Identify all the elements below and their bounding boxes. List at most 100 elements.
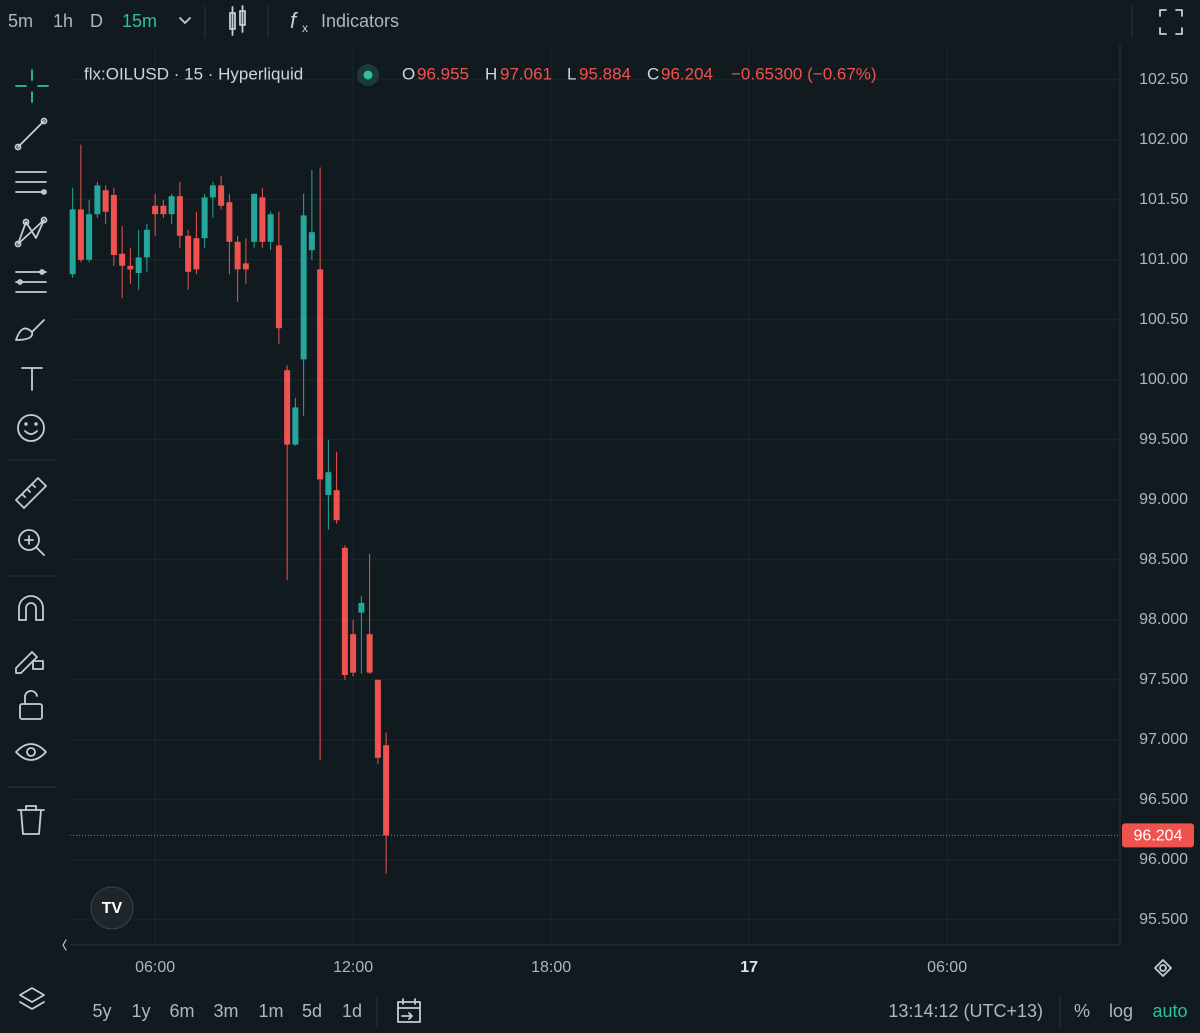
x-tick-label: 12:00 [333,959,373,976]
clock[interactable]: 13:14:12 (UTC+13) [888,1001,1043,1021]
fx-icon[interactable]: f [290,8,299,33]
range[interactable]: 6m [169,1001,194,1021]
candle-body [69,209,76,275]
scale-option[interactable]: log [1109,1001,1133,1021]
x-tick-label: 06:00 [135,959,175,976]
candle-body [383,745,390,836]
y-tick-label: 101.50 [1139,191,1188,208]
ohlc-value: 97.061 [500,64,552,83]
ohlc-value: 96.955 [417,64,469,83]
collapse-icon[interactable] [62,939,67,951]
candle-body [292,407,299,445]
candle-body [176,196,183,236]
candle-body [251,193,258,242]
candle-body [242,263,249,270]
candle-body [201,197,208,239]
candle-body [341,547,348,675]
candle-body [350,634,357,673]
change: −0.65300 (−0.67%) [731,64,877,83]
settings-icon[interactable] [1154,959,1172,977]
timeframe-active[interactable]: 15m [122,11,157,31]
candle-body [234,241,241,270]
timeframe[interactable]: 5m [8,11,33,31]
candle-body [143,229,150,258]
ohlc-label: C [647,64,659,83]
candle-body [333,490,340,521]
range[interactable]: 1d [342,1001,362,1021]
y-tick-label: 99.000 [1139,491,1188,508]
range[interactable]: 5y [92,1001,111,1021]
candle-body [135,257,142,273]
ohlc-label: L [567,64,576,83]
range[interactable]: 5d [302,1001,322,1021]
dropdown-icon[interactable] [179,17,191,24]
x-tick-label: 17 [740,959,758,976]
y-tick-label: 96.000 [1139,851,1188,868]
candle-body [77,209,84,260]
y-tick-label: 102.50 [1139,71,1188,88]
drawing-toolbar[interactable] [14,69,49,835]
candle-body [267,214,274,242]
tv-logo[interactable] [90,886,134,930]
candle-body [218,185,225,206]
layers-icon[interactable] [19,987,45,1010]
settings-icon[interactable] [1159,964,1167,972]
scale-option[interactable]: auto [1152,1001,1187,1021]
y-tick-label: 99.500 [1139,431,1188,448]
y-tick-label: 96.500 [1139,791,1188,808]
ohlc-value: 96.204 [661,64,713,83]
candle-body [358,603,365,613]
candle-body [160,205,167,215]
indicators-button[interactable]: Indicators [321,11,399,31]
goto-date-icon[interactable] [397,998,421,1023]
timeframe[interactable]: D [90,11,103,31]
y-tick-label: 98.000 [1139,611,1188,628]
candle-body [110,195,117,255]
chart-type-icon[interactable] [229,5,246,36]
candle-body [325,472,332,495]
range[interactable]: 3m [213,1001,238,1021]
fx-icon[interactable]: x [302,21,308,35]
candle-body [152,205,159,215]
last-price-label: 96.204 [1134,828,1183,845]
y-tick-label: 95.500 [1139,911,1188,928]
range[interactable]: 1m [258,1001,283,1021]
y-tick-label: 98.500 [1139,551,1188,568]
candle-body [284,370,291,445]
y-tick-label: 97.000 [1139,731,1188,748]
y-tick-label: 97.500 [1139,671,1188,688]
candle-body [308,232,315,251]
candle-body [300,215,307,360]
fullscreen-icon[interactable] [1159,9,1183,35]
candle-body [168,196,175,215]
candle-body [86,214,93,260]
last-price-box [1122,823,1194,848]
scale-option[interactable]: % [1074,1001,1090,1021]
candle-body [119,253,126,266]
candle-body [193,238,200,270]
chart-title: flx:OILUSD · 15 · Hyperliquid [84,64,303,83]
ohlc-label: H [485,64,497,83]
candle-body [259,197,266,242]
ohlc-label: O [402,64,415,83]
candle-body [275,245,282,329]
timeframe[interactable]: 1h [53,11,73,31]
candle-body [94,185,101,215]
candle-body [102,190,109,212]
x-tick-label: 06:00 [927,959,967,976]
candle-body [185,235,192,272]
range[interactable]: 1y [131,1001,150,1021]
y-tick-label: 102.00 [1139,131,1188,148]
candle-body [226,202,233,242]
candle-body [374,679,381,758]
candle-body [209,185,216,198]
status-dot [363,70,373,80]
tv-logo[interactable]: TV [102,900,123,917]
candle-body [127,265,134,270]
candle-body [317,269,324,480]
y-tick-label: 100.50 [1139,311,1188,328]
x-tick-label: 18:00 [531,959,571,976]
y-tick-label: 100.00 [1139,371,1188,388]
